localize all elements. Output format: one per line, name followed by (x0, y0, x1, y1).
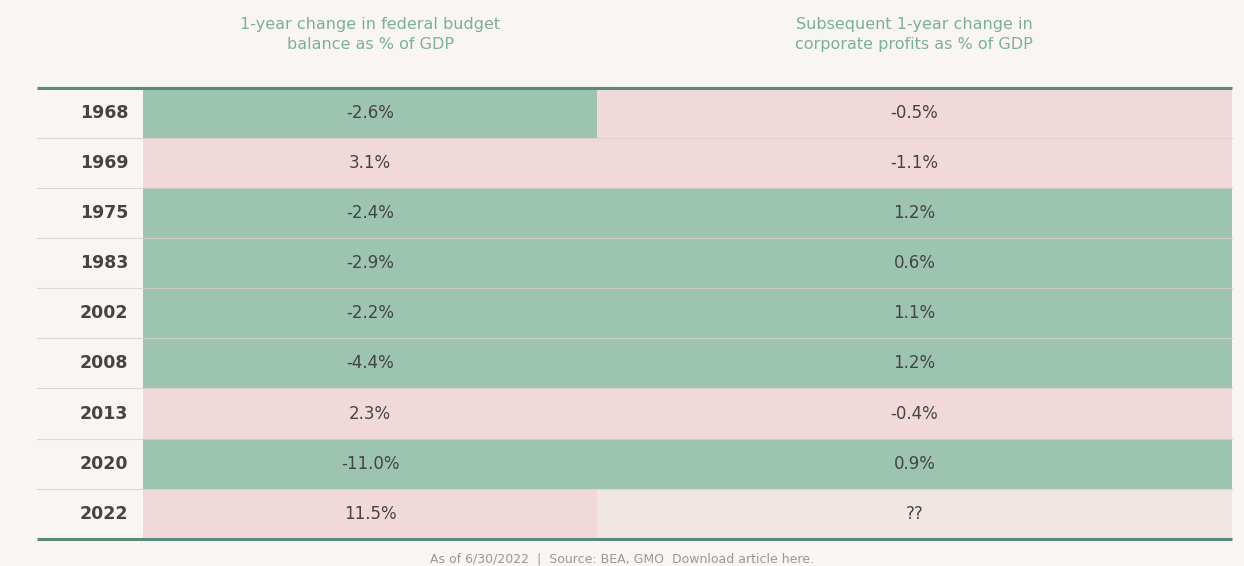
Bar (597, 338, 1232, 388)
Text: 1983: 1983 (80, 254, 128, 272)
Bar (143, 88, 597, 138)
Text: -2.9%: -2.9% (346, 254, 394, 272)
Text: ??: ?? (906, 505, 923, 523)
Bar (143, 439, 597, 488)
Text: -0.4%: -0.4% (891, 405, 938, 423)
Bar (143, 238, 597, 288)
Text: 2002: 2002 (80, 305, 128, 322)
Bar (143, 388, 597, 439)
Text: -4.4%: -4.4% (346, 354, 394, 372)
Text: 11.5%: 11.5% (343, 505, 397, 523)
Bar (143, 488, 597, 539)
Bar (597, 488, 1232, 539)
Bar (597, 88, 1232, 138)
Bar (597, 439, 1232, 488)
Text: 1.2%: 1.2% (893, 354, 935, 372)
Text: -11.0%: -11.0% (341, 454, 399, 473)
Text: 1.2%: 1.2% (893, 204, 935, 222)
Text: 2022: 2022 (80, 505, 128, 523)
Text: -0.5%: -0.5% (891, 104, 938, 122)
Text: -1.1%: -1.1% (891, 154, 938, 172)
Bar (597, 138, 1232, 188)
Text: 1969: 1969 (80, 154, 128, 172)
Text: As of 6/30/2022  |  Source: BEA, GMO  Download article here.: As of 6/30/2022 | Source: BEA, GMO Downl… (430, 553, 814, 566)
Bar (597, 388, 1232, 439)
Text: -2.6%: -2.6% (346, 104, 394, 122)
Text: 2008: 2008 (80, 354, 128, 372)
Bar (597, 238, 1232, 288)
Bar (597, 188, 1232, 238)
Bar (143, 338, 597, 388)
Bar (143, 288, 597, 338)
Text: -2.4%: -2.4% (346, 204, 394, 222)
Text: Subsequent 1-year change in
corporate profits as % of GDP: Subsequent 1-year change in corporate pr… (795, 17, 1034, 52)
Text: 2020: 2020 (80, 454, 128, 473)
Text: 1968: 1968 (80, 104, 128, 122)
Text: 1975: 1975 (80, 204, 128, 222)
Text: 3.1%: 3.1% (350, 154, 391, 172)
Text: 2.3%: 2.3% (350, 405, 391, 423)
Text: 1.1%: 1.1% (893, 305, 935, 322)
Text: -2.2%: -2.2% (346, 305, 394, 322)
Bar (143, 138, 597, 188)
Text: 1-year change in federal budget
balance as % of GDP: 1-year change in federal budget balance … (240, 17, 500, 52)
Text: 0.9%: 0.9% (893, 454, 935, 473)
Bar (597, 288, 1232, 338)
Text: 2013: 2013 (80, 405, 128, 423)
Text: 0.6%: 0.6% (893, 254, 935, 272)
Bar (143, 188, 597, 238)
